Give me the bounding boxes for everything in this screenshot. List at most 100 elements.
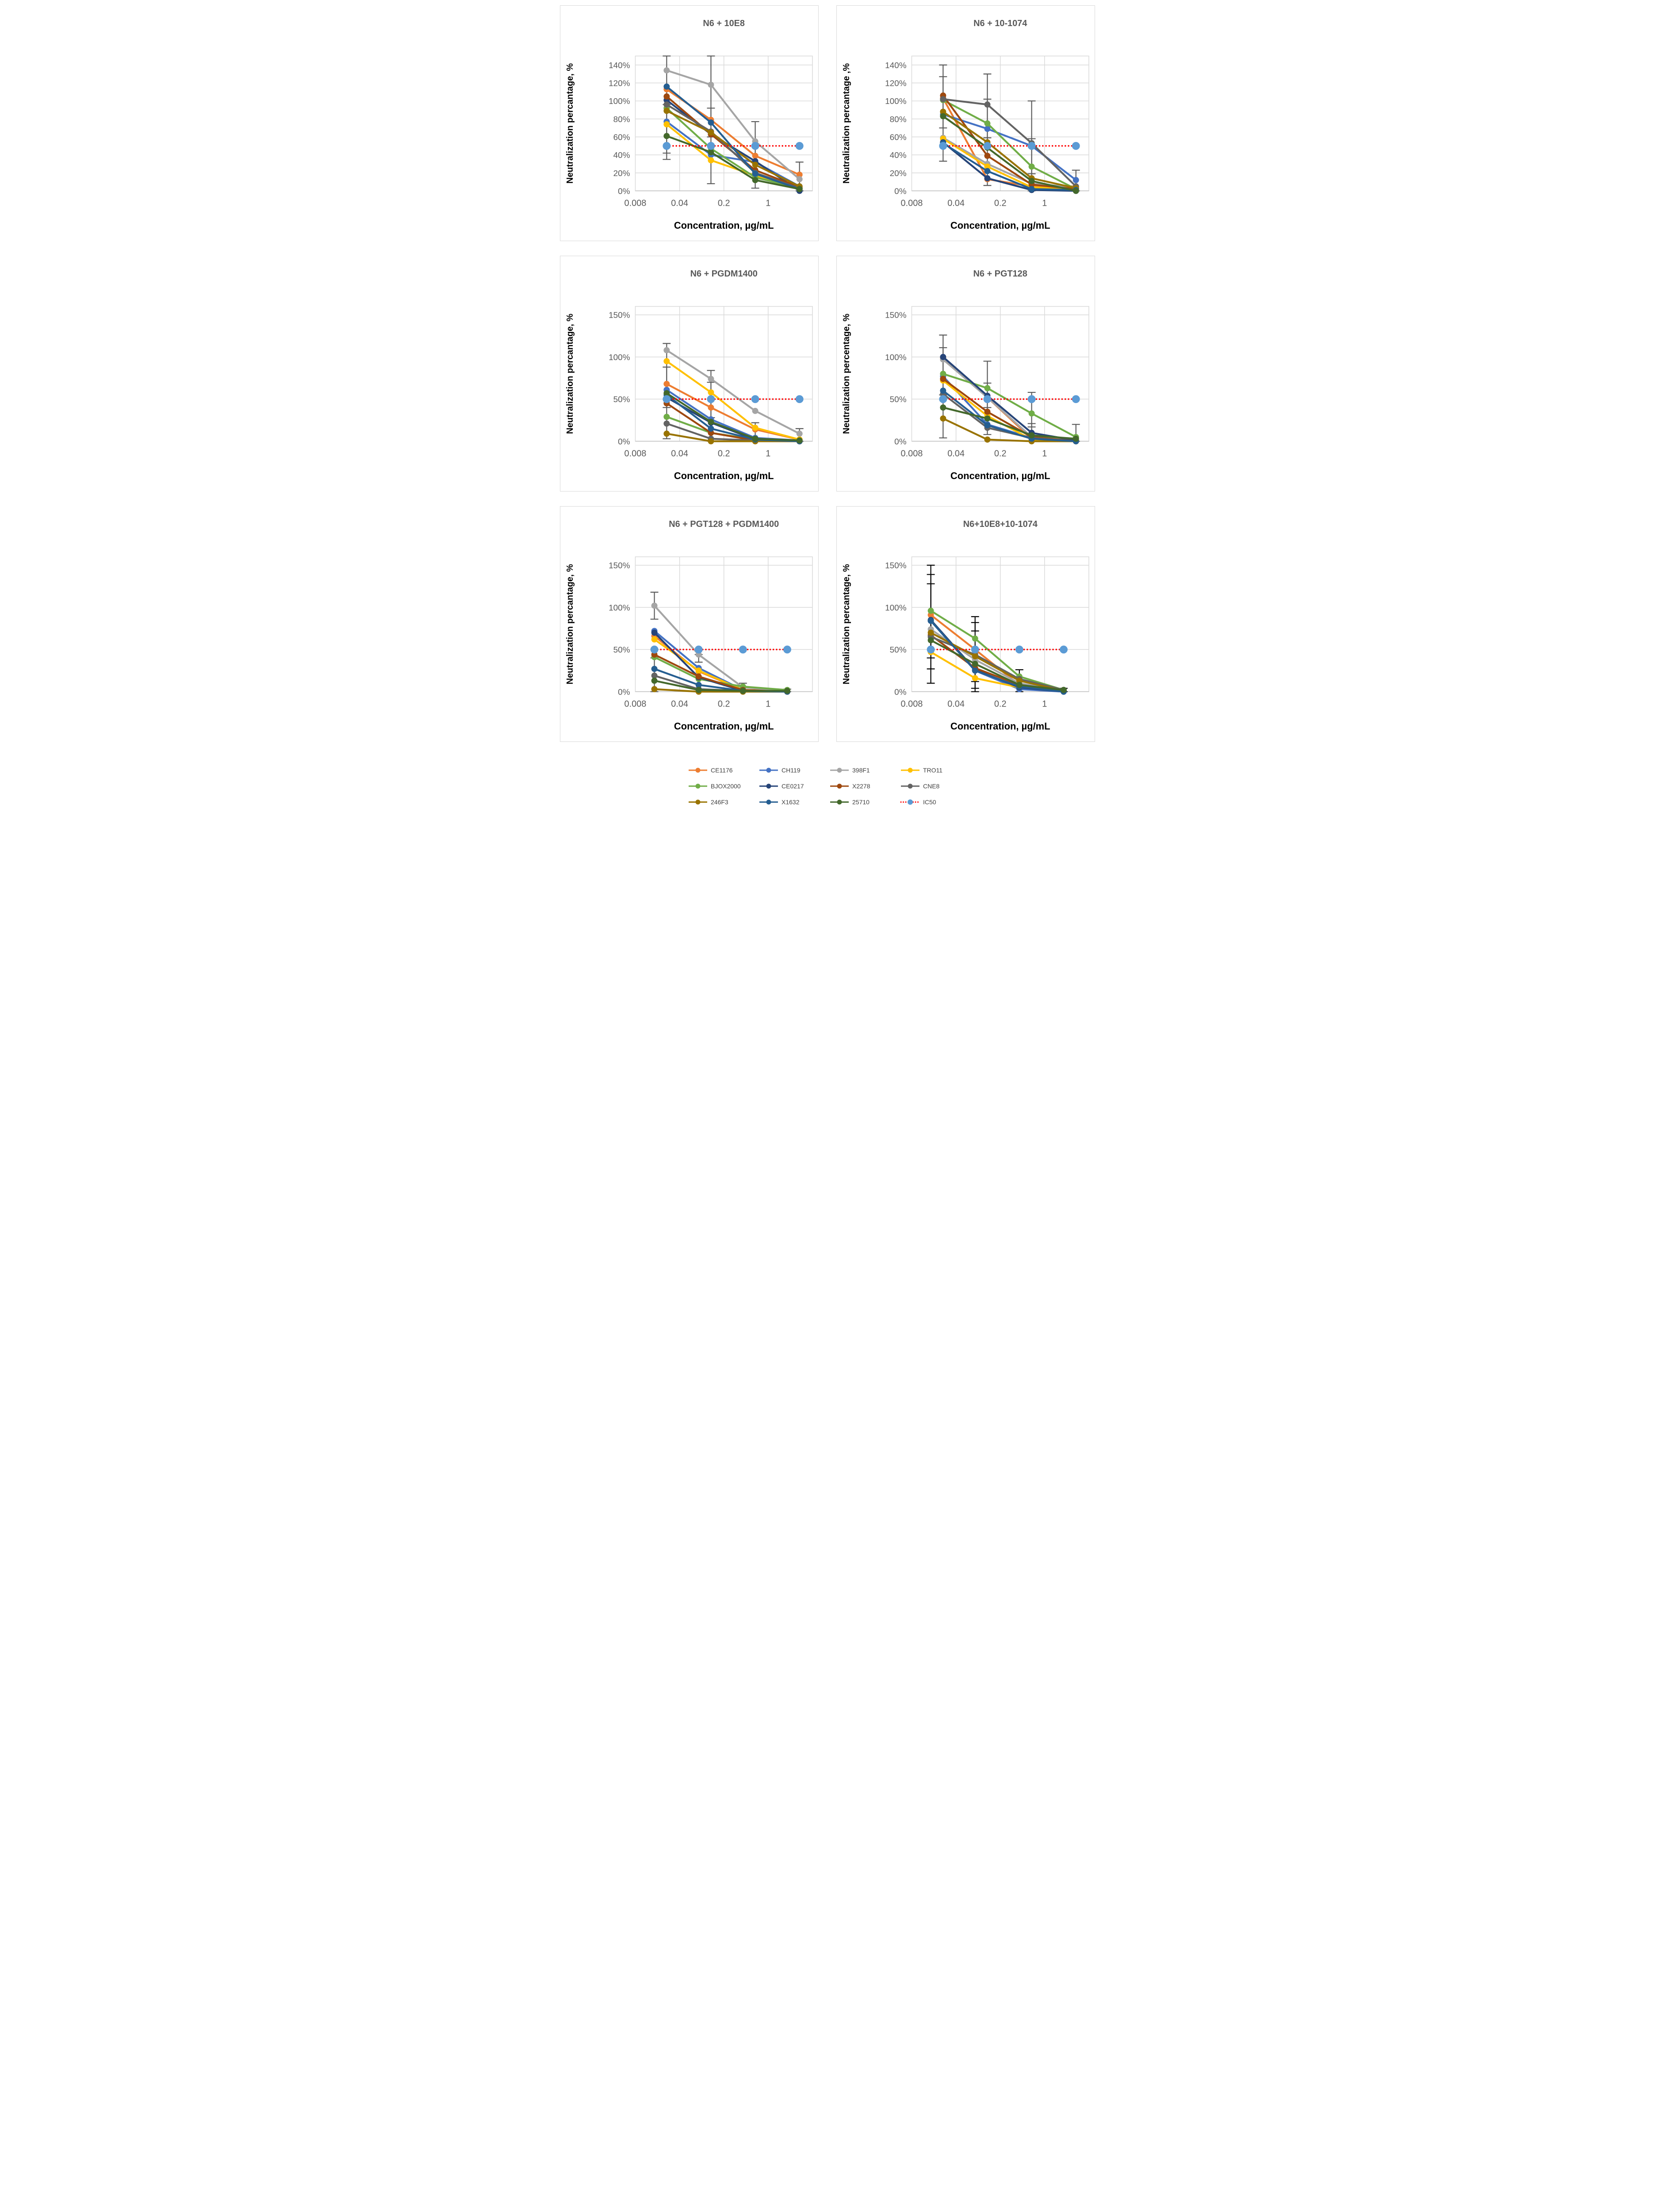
svg-text:0.2: 0.2 <box>994 699 1007 709</box>
svg-text:0%: 0% <box>894 437 907 446</box>
legend-label: BJOX2000 <box>711 783 741 790</box>
chart-panel-n6-10e8: N6 + 10E8 0% 20% 40% 60% 80% 100% 120% 140% 0.008… <box>560 5 819 241</box>
legend-item-ic50: IC50 <box>900 798 967 806</box>
legend-label: X1632 <box>782 799 800 806</box>
legend-marker-398f1-icon <box>830 768 849 773</box>
svg-text:0%: 0% <box>618 687 630 697</box>
svg-text:0.04: 0.04 <box>947 198 965 208</box>
chart-panel-n6-pgdm1400: N6 + PGDM1400 0% 50% 100% 150% 0.008 0.04 0.2 1 N… <box>560 256 819 492</box>
legend-marker-25710-icon <box>830 799 849 805</box>
svg-text:100%: 100% <box>609 97 630 106</box>
legend-marker-bjox2000-icon <box>689 783 707 789</box>
legend-label: CNE8 <box>923 783 940 790</box>
svg-text:0%: 0% <box>618 187 630 196</box>
svg-text:0.2: 0.2 <box>718 699 730 709</box>
chart-n6-pgt128: N6 + PGT128 0% 50% 100% 150% 0.008 0.04 0.2 1 Neu… <box>842 269 1089 481</box>
legend-item-25710: 25710 <box>829 798 896 806</box>
svg-text:0.04: 0.04 <box>947 449 965 458</box>
legend-item-x1632: X1632 <box>759 798 826 806</box>
svg-text:100%: 100% <box>885 97 907 106</box>
svg-text:Concentration, µg/mL: Concentration, µg/mL <box>674 220 774 231</box>
svg-text:0.2: 0.2 <box>718 449 730 458</box>
svg-text:0.2: 0.2 <box>994 198 1007 208</box>
legend-item-x2278: X2278 <box>829 782 896 790</box>
svg-text:N6 + PGDM1400: N6 + PGDM1400 <box>690 269 758 279</box>
svg-text:0.008: 0.008 <box>901 198 923 208</box>
legend-item-246f3: 246F3 <box>688 798 755 806</box>
svg-text:100%: 100% <box>885 353 907 362</box>
charts-grid: N6 + 10E8 0% 20% 40% 60% 80% 100% 120% 140% 0.008… <box>544 5 1111 742</box>
legend-label: 25710 <box>852 799 870 806</box>
svg-text:40%: 40% <box>613 151 630 160</box>
svg-text:0.008: 0.008 <box>624 449 647 458</box>
svg-text:1: 1 <box>766 699 770 709</box>
legend-item-ce1176: CE1176 <box>688 766 755 774</box>
svg-text:100%: 100% <box>609 353 630 362</box>
svg-text:1: 1 <box>1042 198 1047 208</box>
legend-label: CE0217 <box>782 783 804 790</box>
svg-text:60%: 60% <box>613 133 630 142</box>
svg-text:0.008: 0.008 <box>901 699 923 709</box>
svg-text:0.008: 0.008 <box>624 699 647 709</box>
legend-item-bjox2000: BJOX2000 <box>688 782 755 790</box>
svg-text:N6 + 10E8: N6 + 10E8 <box>703 19 745 28</box>
legend-label: IC50 <box>923 799 936 806</box>
svg-text:0%: 0% <box>894 187 907 196</box>
legend-item-tro11: TRO11 <box>900 766 967 774</box>
svg-text:120%: 120% <box>885 79 907 88</box>
svg-text:80%: 80% <box>613 115 630 124</box>
chart-n6-pgt128-pgdm1400: N6 + PGT128 + PGDM1400 0% 50% 100% 150% 0.008… <box>565 519 813 732</box>
svg-text:150%: 150% <box>885 561 907 571</box>
svg-text:20%: 20% <box>613 169 630 178</box>
svg-text:Neutralization percentage, %: Neutralization percentage, % <box>842 314 851 434</box>
svg-text:1: 1 <box>1042 699 1047 709</box>
chart-n6-10-1074: N6 + 10-1074 0% 20% 40% 60% 80% 100% 120% 140% 0.… <box>842 19 1089 231</box>
legend-item-398f1: 398F1 <box>829 766 896 774</box>
svg-text:40%: 40% <box>890 151 907 160</box>
svg-text:20%: 20% <box>890 169 907 178</box>
legend-item-ce0217: CE0217 <box>759 782 826 790</box>
svg-text:0.2: 0.2 <box>718 198 730 208</box>
legend-marker-246f3-icon <box>689 799 707 805</box>
svg-text:Neutralization percantage, %: Neutralization percantage, % <box>565 564 575 684</box>
svg-text:Neutralization percantage, %: Neutralization percantage, % <box>565 314 575 434</box>
legend-item-cne8: CNE8 <box>900 782 967 790</box>
svg-text:50%: 50% <box>613 645 630 655</box>
svg-text:140%: 140% <box>885 61 907 70</box>
svg-text:150%: 150% <box>609 561 630 571</box>
svg-text:0.008: 0.008 <box>901 449 923 458</box>
legend-marker-ch119-icon <box>759 768 778 773</box>
legend-label: 246F3 <box>711 799 728 806</box>
svg-text:120%: 120% <box>609 79 630 88</box>
figure-page: N6 + 10E8 0% 20% 40% 60% 80% 100% 120% 140% 0.008… <box>544 0 1111 824</box>
chart-legend: CE1176 CH119 398F1 TRO11 BJOX2000 CE0217 X2278… <box>688 766 967 806</box>
svg-text:150%: 150% <box>609 311 630 320</box>
svg-text:1: 1 <box>1042 449 1047 458</box>
svg-text:0.04: 0.04 <box>671 449 688 458</box>
svg-text:N6 + PGT128: N6 + PGT128 <box>973 269 1027 279</box>
svg-text:N6 + PGT128 + PGDM1400: N6 + PGT128 + PGDM1400 <box>669 519 779 529</box>
legend-item-ch119: CH119 <box>759 766 826 774</box>
chart-panel-n6-10-1074: N6 + 10-1074 0% 20% 40% 60% 80% 100% 120% 140% 0.… <box>836 5 1095 241</box>
svg-text:Neutralization percantage, %: Neutralization percantage, % <box>565 63 575 184</box>
chart-panel-n6-pgt128: N6 + PGT128 0% 50% 100% 150% 0.008 0.04 0.2 1 Neu… <box>836 256 1095 492</box>
svg-text:1: 1 <box>766 449 770 458</box>
svg-text:1: 1 <box>766 198 770 208</box>
svg-text:0.04: 0.04 <box>671 699 688 709</box>
legend-marker-ce0217-icon <box>759 783 778 789</box>
legend-label: CH119 <box>782 767 801 774</box>
chart-n6-10e8: N6 + 10E8 0% 20% 40% 60% 80% 100% 120% 140% 0.008… <box>565 19 813 231</box>
legend-marker-ce1176-icon <box>689 768 707 773</box>
svg-text:100%: 100% <box>885 603 907 613</box>
legend-label: X2278 <box>852 783 870 790</box>
svg-text:0.04: 0.04 <box>947 699 965 709</box>
legend-marker-x1632-icon <box>759 799 778 805</box>
legend-label: CE1176 <box>711 767 733 774</box>
legend-marker-tro11-icon <box>901 768 919 773</box>
legend-marker-ic50-icon <box>900 799 920 805</box>
svg-text:0.04: 0.04 <box>671 198 688 208</box>
legend-marker-x2278-icon <box>830 783 849 789</box>
svg-text:N6+10E8+10-1074: N6+10E8+10-1074 <box>963 519 1038 529</box>
chart-n6-10e8-10-1074: N6+10E8+10-1074 0% 50% 100% 150% 0.008 0.04 0.2… <box>842 519 1089 732</box>
svg-text:Concentration, µg/mL: Concentration, µg/mL <box>950 220 1050 231</box>
